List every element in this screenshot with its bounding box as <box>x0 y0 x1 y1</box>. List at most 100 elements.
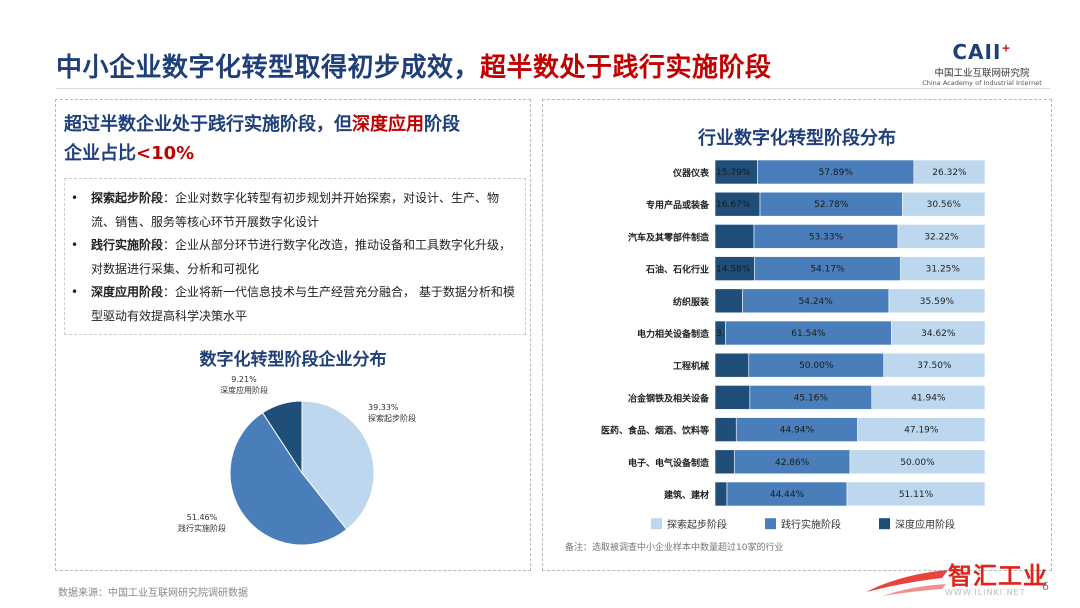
logo-plus-icon: + <box>1001 41 1012 55</box>
pie-slice-value: 51.46% <box>187 513 218 522</box>
bar-segment <box>871 385 986 410</box>
bar-segment <box>883 352 986 378</box>
category-label: 电力相关设备制造 <box>637 328 710 340</box>
bullet-text: ：企业从部分环节进行数字化改造，推动设备和工具数字化升级，对数据进行采集、分析和… <box>91 238 512 276</box>
data-label: 32.22% <box>924 232 959 242</box>
data-label: 41.94% <box>911 393 946 403</box>
logo-cn-text: 中国工业互联网研究院 <box>934 68 1030 79</box>
pie-slice-label: 深度应用阶段 <box>220 385 268 395</box>
pie-slice-value: 9.21% <box>231 375 257 384</box>
legend-swatch <box>651 518 662 530</box>
data-label: 15.79% <box>716 168 751 178</box>
watermark-text: 智汇工业 <box>948 562 1048 590</box>
list-item: • 践行实施阶段：企业从部分环节进行数字化改造，推动设备和工具数字化升级，对数据进… <box>71 234 519 281</box>
data-label: 26.32% <box>932 168 967 178</box>
headline-part-b: 阶段 <box>424 114 460 135</box>
data-label: 31.25% <box>926 265 961 275</box>
bar-segment <box>900 256 986 281</box>
pie-slice <box>229 412 348 546</box>
bar-segment <box>757 159 915 185</box>
data-label: 42.86% <box>775 458 810 468</box>
list-item: • 深度应用阶段：企业将新一代信息技术与生产经营充分融合， 基于数据分析和模型驱动… <box>71 281 519 328</box>
data-label: 61.54% <box>791 329 826 339</box>
category-label: 汽车及其零部件制造 <box>628 231 710 243</box>
bar-segment <box>714 352 750 378</box>
title-main-text: 中小企业数字化转型取得初步成效， <box>56 53 481 83</box>
bullet-icon: • <box>71 285 79 299</box>
bullet-icon: • <box>71 191 79 205</box>
left-panel: 超过半数企业处于践行实施阶段，但深度应用阶段 企业占比<10% • 探索起步阶段：… <box>55 99 531 571</box>
bar-segment <box>913 159 986 185</box>
bar-segment <box>849 449 986 475</box>
data-label: 30.56% <box>927 200 962 210</box>
bar-segment <box>754 256 901 281</box>
watermark-url: WWW.ILINKI.NET <box>945 588 1026 597</box>
headline-part-c: 企业占比 <box>64 143 136 164</box>
data-label: 45.16% <box>794 393 829 403</box>
logo-mark: CAII+ <box>912 40 1052 64</box>
category-label: 工程机械 <box>673 360 709 372</box>
bullet-text: ：企业将新一代信息技术与生产经营充分融合， 基于数据分析和模型驱动有效提高科学决… <box>91 285 515 323</box>
bar-segment <box>888 288 986 314</box>
legend-label: 践行实施阶段 <box>781 518 841 531</box>
bullet-text: ：企业对数字化转型有初步规划并开始探索，对设计、生产、物流、销售、服务等核心环节… <box>91 191 500 229</box>
category-label: 纺织服装 <box>673 296 710 308</box>
bullet-term: 践行实施阶段 <box>91 238 164 252</box>
data-label: 34.62% <box>921 329 956 339</box>
bar-segment <box>891 320 986 346</box>
category-label: 建筑、建材 <box>664 489 709 501</box>
left-headline: 超过半数企业处于践行实施阶段，但深度应用阶段 企业占比<10% <box>64 110 524 168</box>
bar-segment <box>725 320 892 346</box>
pie-chart-title: 数字化转型阶段企业分布 <box>199 350 387 370</box>
header-divider <box>56 88 1050 89</box>
category-label: 冶金钢铁及相关设备 <box>628 392 710 404</box>
legend-swatch <box>879 518 890 530</box>
title-highlight-text: 超半数处于践行实施阶段 <box>480 53 772 83</box>
logo-en-text: China Academy of Industrial Internet <box>922 79 1042 87</box>
pie-chart: 39.33%探索起步阶段 51.46%践行实施阶段 9.21%深度应用阶段 <box>178 375 416 546</box>
chart-note: 备注：选取被调查中小企业样本中数量超过10家的行业 <box>565 543 784 553</box>
data-label: 14.58% <box>716 265 751 275</box>
bar-segment <box>714 481 728 507</box>
watermark-swoosh-icon <box>866 570 948 596</box>
category-label: 专用产品或装备 <box>646 199 710 211</box>
page-title: 中小企业数字化转型取得初步成效，超半数处于践行实施阶段 <box>56 47 772 84</box>
pie-slice <box>301 400 375 531</box>
data-label: 50.00% <box>799 361 834 371</box>
data-label: 53.33% <box>809 232 844 242</box>
data-label: 57.89% <box>819 168 854 178</box>
caii-logo: CAII+ 中国工业互联网研究院 China Academy of Indust… <box>912 40 1052 87</box>
bar-segment <box>846 481 986 507</box>
bar-segment <box>714 449 735 475</box>
data-label: 35.59% <box>920 297 955 307</box>
stacked-bar-chart: 仪器仪表 15.79% 57.89% 26.32% 专用产品或装备 16.67% 52.78… <box>601 159 986 531</box>
data-label: 44.94% <box>780 426 815 436</box>
bar-segment <box>714 159 758 185</box>
bar-segment <box>735 417 858 442</box>
legend-swatch <box>765 518 776 530</box>
bar-segment <box>726 481 848 507</box>
right-panel: 行业数字化转型阶段分布 仪器仪表 15.79% 57.89% 26.32% 专用产品或装… <box>542 99 1052 571</box>
legend-label: 探索起步阶段 <box>667 518 727 531</box>
pie-slice <box>261 400 303 475</box>
bullet-term: 深度应用阶段 <box>91 285 164 299</box>
category-label: 电子、电气设备制造 <box>628 457 710 469</box>
data-label: 50.00% <box>900 458 935 468</box>
bar-segment <box>714 256 755 281</box>
data-label: 51.11% <box>899 490 934 500</box>
pie-slice-value: 39.33% <box>368 403 399 412</box>
pie-slice-label: 践行实施阶段 <box>178 523 226 533</box>
bar-segment <box>897 224 986 249</box>
page-number: 6 <box>1042 580 1049 593</box>
data-label: 47.19% <box>904 426 939 436</box>
logo-mark-text: CAII <box>952 40 1002 64</box>
list-item: • 探索起步阶段：企业对数字化转型有初步规划并开始探索，对设计、生产、物流、销售、… <box>71 187 519 234</box>
bar-segment <box>714 385 751 410</box>
data-label: 54.17% <box>810 265 845 275</box>
bar-segment <box>753 224 899 249</box>
bullet-term: 探索起步阶段 <box>91 191 164 205</box>
bar-segment <box>749 385 873 410</box>
data-label: 52.78% <box>814 200 849 210</box>
data-label: 44.44% <box>770 490 805 500</box>
bullet-icon: • <box>71 238 79 252</box>
